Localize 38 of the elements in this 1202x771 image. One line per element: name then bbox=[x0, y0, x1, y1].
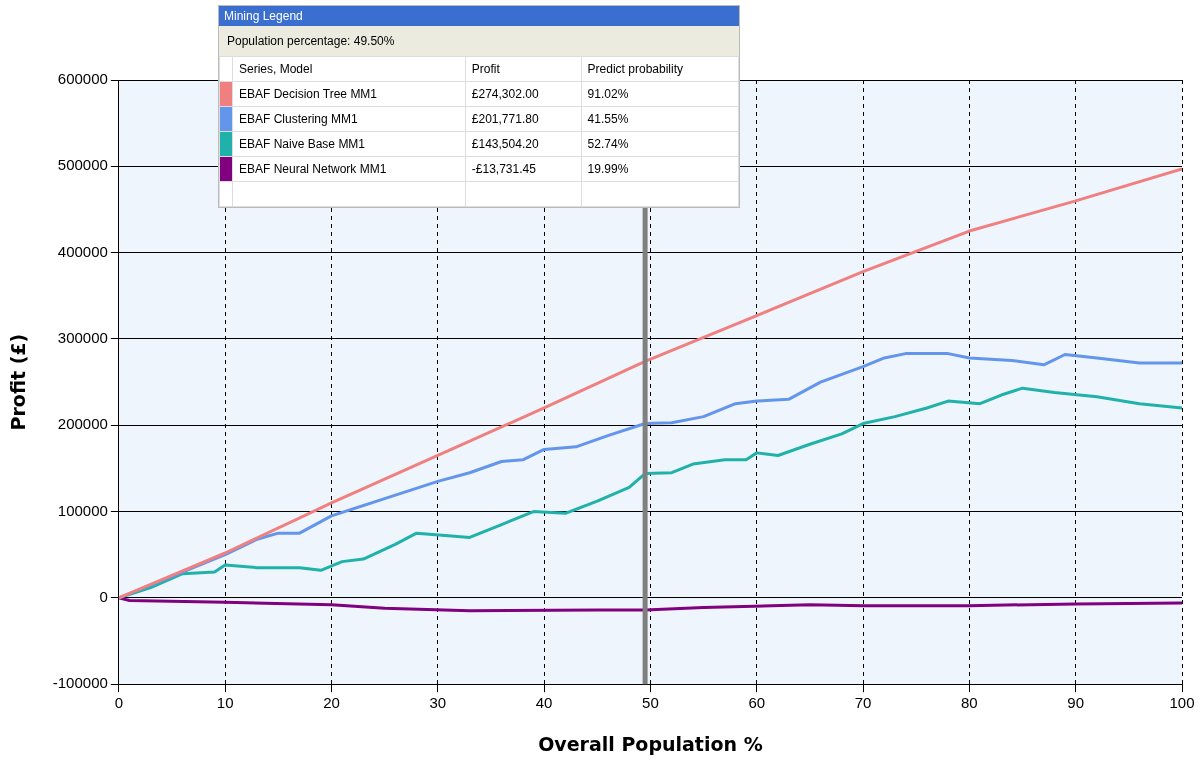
x-tick-label: 50 bbox=[642, 694, 659, 712]
x-tick-label: 30 bbox=[429, 694, 447, 712]
x-tick-label: 60 bbox=[748, 694, 766, 712]
x-tick-label: 100 bbox=[1169, 694, 1195, 712]
legend-label: EBAF Neural Network MM1 bbox=[232, 156, 466, 182]
legend-title: Mining Legend bbox=[219, 6, 739, 26]
text: Profit bbox=[471, 62, 500, 76]
text: Series, Model bbox=[239, 62, 313, 76]
text: Predict probability bbox=[587, 62, 683, 76]
legend-label: EBAF Naive Base MM1 bbox=[232, 131, 466, 157]
y-tick-label: 300000 bbox=[57, 329, 108, 347]
annotation: 41.55% bbox=[581, 106, 739, 132]
annotation: -£13,731.45 bbox=[465, 156, 582, 182]
x-tick-label: 0 bbox=[114, 694, 124, 712]
x-tick-label: 10 bbox=[216, 694, 234, 712]
annotation: £143,504.20 bbox=[465, 131, 582, 157]
x-tick-label: 20 bbox=[323, 694, 340, 712]
legend-label: EBAF Clustering MM1 bbox=[232, 106, 466, 132]
legend-label: EBAF Decision Tree MM1 bbox=[232, 81, 466, 107]
y-tick-label: 0 bbox=[99, 588, 108, 606]
x-tick-label: 90 bbox=[1067, 694, 1085, 712]
y-tick-label: 200000 bbox=[57, 415, 108, 433]
x-tick-label: 80 bbox=[961, 694, 978, 712]
text: Population percentage: 49.50% bbox=[227, 34, 395, 48]
y-axis-title: Profit (£) bbox=[7, 333, 30, 431]
y-tick-label: 400000 bbox=[57, 242, 108, 260]
y-tick-label: -100000 bbox=[52, 674, 108, 692]
y-tick-label: 100000 bbox=[57, 501, 108, 519]
x-tick-label: 40 bbox=[535, 694, 553, 712]
x-axis-title: Overall Population % bbox=[538, 732, 763, 755]
y-tick-label: 500000 bbox=[57, 156, 108, 174]
annotation: £274,302.00 bbox=[465, 81, 582, 107]
annotation: £201,771.80 bbox=[465, 106, 582, 132]
annotation: 52.74% bbox=[581, 131, 739, 157]
annotation: 19.99% bbox=[581, 156, 739, 182]
y-tick-label: 600000 bbox=[57, 70, 108, 88]
x-tick-label: 70 bbox=[854, 694, 872, 712]
annotation: 91.02% bbox=[581, 81, 739, 107]
